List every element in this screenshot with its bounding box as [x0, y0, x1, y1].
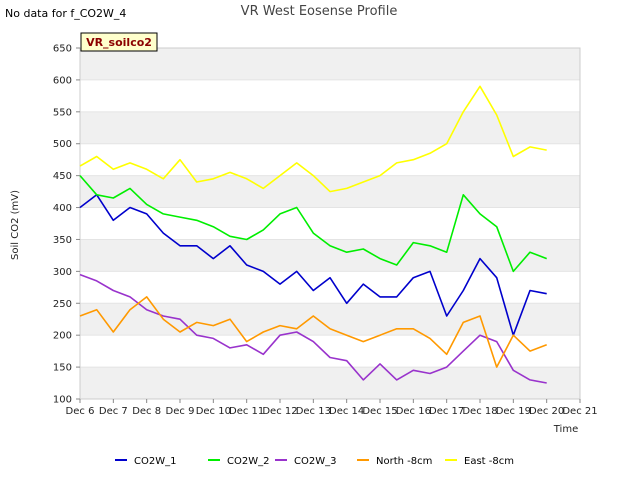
y-tick-label: 350 [53, 235, 72, 246]
site-label: VR_soilco2 [86, 36, 152, 49]
y-tick-label: 600 [53, 75, 72, 86]
site-badge: VR_soilco2 [80, 32, 158, 52]
series-line-North -8cm [79, 296, 547, 368]
legend-label: North -8cm [376, 456, 432, 467]
x-tick-label: Dec 12 [262, 406, 297, 417]
x-tick-label: Dec 9 [166, 406, 195, 417]
series-line-CO2W_2 [79, 175, 547, 273]
legend-label: CO2W_2 [227, 456, 269, 467]
y-axis-label: Soil CO2 (mV) [10, 190, 21, 260]
y-tick-label: 200 [53, 331, 72, 342]
x-tick-label: Dec 19 [496, 406, 531, 417]
legend: CO2W_1 CO2W_2 CO2W_3 North -8cm East -8cm [115, 456, 514, 467]
x-tick-label: Dec 20 [529, 406, 564, 417]
x-axis-label: Time [553, 424, 578, 435]
y-tick-label: 650 [53, 44, 72, 55]
y-tick-label: 150 [53, 363, 72, 374]
y-tick-label: 450 [53, 171, 72, 182]
x-tick-label: Dec 17 [429, 406, 464, 417]
no-data-note: No data for f_CO2W_4 [5, 7, 126, 20]
y-tick-label: 250 [53, 299, 72, 310]
x-tick-label: Dec 11 [229, 406, 264, 417]
grid-band [80, 367, 580, 399]
x-tick-label: Dec 14 [329, 406, 364, 417]
x-tick-label: Dec 18 [462, 406, 497, 417]
plot-frame [79, 47, 581, 400]
series-lines [79, 85, 547, 384]
x-tick-label: Dec 21 [562, 406, 597, 417]
series-line-CO2W_3 [79, 273, 547, 384]
grid-band [80, 48, 580, 80]
chart-title: VR West Eosense Profile [241, 4, 398, 19]
legend-label: CO2W_3 [294, 456, 336, 467]
y-tick-label: 300 [53, 267, 72, 278]
y-tick-label: 100 [53, 395, 72, 406]
y-tick-label: 400 [53, 203, 72, 214]
series-line-CO2W_1 [79, 194, 547, 337]
x-tick-label: Dec 7 [99, 406, 128, 417]
x-tick-label: Dec 10 [196, 406, 231, 417]
plot-border [79, 47, 581, 400]
x-tick-label: Dec 15 [362, 406, 397, 417]
x-tick-label: Dec 8 [132, 406, 161, 417]
x-tick-label: Dec 16 [396, 406, 431, 417]
x-tick-label: Dec 6 [66, 406, 95, 417]
grid-band [80, 111, 580, 144]
series-line-East -8cm [79, 85, 547, 193]
grid-bands [80, 47, 580, 400]
y-tick-label: 550 [53, 107, 72, 118]
grid-band [80, 239, 580, 272]
x-tick-label: Dec 13 [296, 406, 331, 417]
legend-label: CO2W_1 [134, 456, 176, 467]
y-axis: 100 150 200 250 300 350 400 450 500 550 600 650 [53, 44, 80, 406]
y-tick-label: 500 [53, 139, 72, 150]
legend-label: East -8cm [464, 456, 514, 467]
